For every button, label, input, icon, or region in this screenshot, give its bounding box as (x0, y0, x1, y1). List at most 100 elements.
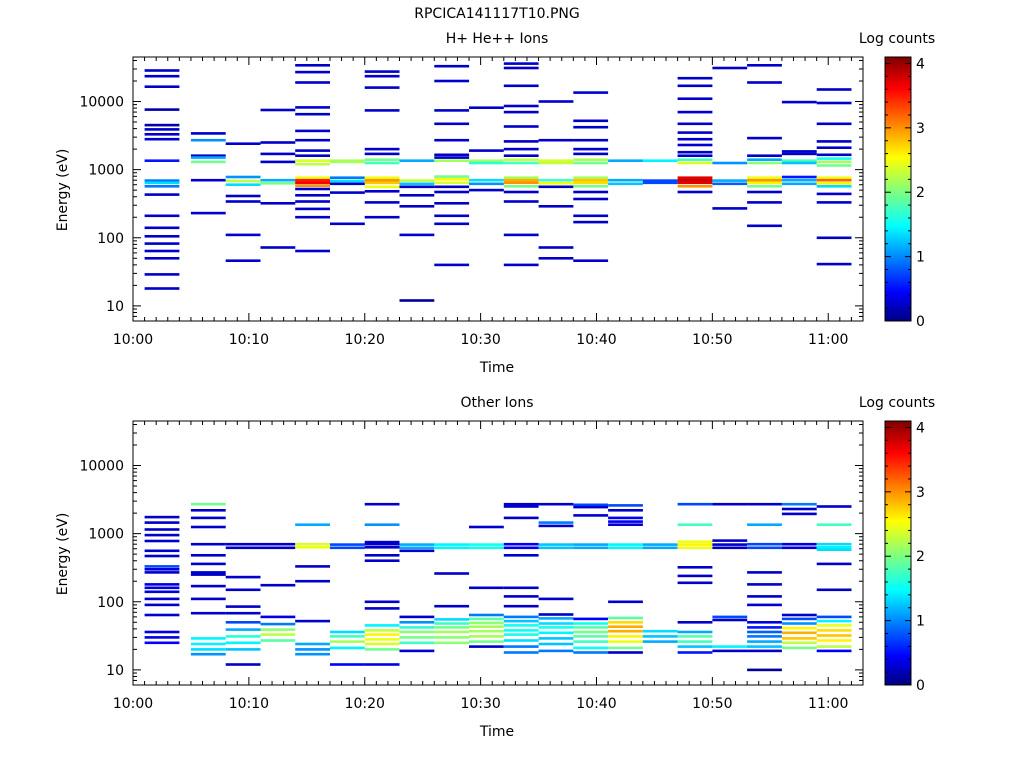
heatmap-cell (781, 512, 817, 516)
colorbar-tick-label: 0 (916, 678, 925, 694)
heatmap-cell (144, 181, 180, 185)
heatmap-cell (295, 619, 330, 623)
heatmap-cell (364, 109, 400, 112)
heatmap-cell (469, 149, 504, 152)
heatmap-cell (434, 604, 470, 608)
heatmap-cell (399, 549, 435, 553)
heatmap-cell (816, 201, 852, 204)
heatmap-cell (781, 542, 817, 546)
heatmap-cell (144, 641, 180, 645)
heatmap-cell (330, 182, 365, 186)
heatmap-cell (573, 138, 609, 142)
colorbar: Log counts 0 1 2 3 4 (859, 31, 935, 330)
y-tick-label: 10000 (79, 459, 124, 475)
heatmap-cell (144, 85, 180, 88)
heatmap-cell (144, 287, 180, 290)
heatmap-cell (573, 640, 609, 643)
heatmap-cell (712, 618, 748, 622)
heatmap-cells (144, 62, 852, 302)
heatmap-cell (816, 588, 852, 592)
heatmap-cell (816, 645, 852, 648)
heatmap-cell (434, 222, 470, 226)
heatmap-cell (469, 159, 504, 162)
heatmap-cell (364, 546, 400, 549)
heatmap-cell (434, 153, 470, 157)
heatmap-cell (538, 637, 574, 640)
heatmap-cell (642, 640, 678, 643)
heatmap-cell (434, 159, 470, 162)
heatmap-cell (677, 546, 713, 550)
x-tick-label: 10:10 (229, 332, 269, 348)
heatmap-cell (747, 603, 782, 607)
heatmap-cell (260, 546, 296, 550)
heatmap-cell (503, 176, 539, 179)
heatmap-cell (816, 562, 852, 566)
heatmap-cell (225, 648, 261, 651)
heatmap-cell (816, 619, 852, 623)
heatmap-cell (364, 540, 400, 544)
heatmap-cell (144, 226, 180, 230)
heatmap-cell (677, 131, 713, 134)
heatmap-cell (747, 630, 782, 634)
heatmap-cell (295, 129, 330, 133)
heatmap-cell (573, 185, 609, 188)
heatmap-cell (469, 525, 504, 529)
heatmap-cell (712, 182, 748, 186)
heatmap-cell (816, 153, 852, 157)
heatmap-cell (364, 190, 400, 193)
heatmap-cell (295, 81, 330, 84)
heatmap-cell (295, 652, 330, 656)
heatmap-cell (538, 649, 574, 653)
heatmap-cell (295, 106, 330, 109)
heatmap-cell (295, 159, 330, 162)
heatmap-cell (469, 182, 504, 186)
heatmap-cell (503, 615, 539, 619)
heatmap-cell (364, 161, 400, 165)
heatmap-cell (434, 79, 470, 83)
heatmap-cell (144, 185, 180, 188)
y-tick-label: 10 (106, 663, 124, 679)
heatmap-cell (677, 502, 713, 506)
heatmap-cell (677, 185, 713, 188)
heatmap-cell (608, 516, 643, 520)
heatmap-cell (260, 615, 296, 619)
heatmap-cell (469, 178, 504, 182)
heatmap-cell (434, 181, 470, 185)
heatmap-cell (608, 182, 643, 186)
heatmap-cell (399, 546, 435, 550)
heatmap-cell (573, 91, 609, 94)
heatmap-cell (503, 190, 539, 194)
heatmap-cell (434, 622, 470, 625)
heatmap-cell (144, 69, 180, 72)
heatmap-cell (469, 625, 504, 628)
y-axis-label: Energy (eV) (55, 513, 71, 596)
heatmap-cell (260, 108, 296, 112)
heatmap-cell (190, 584, 226, 588)
heatmap-cell (469, 161, 504, 165)
heatmap-cell (144, 521, 180, 524)
heatmap-cell (816, 146, 852, 149)
heatmap-cell (781, 631, 817, 635)
heatmap-cell (399, 626, 435, 629)
heatmap-cell (399, 182, 435, 186)
x-axis-label: Time (479, 360, 514, 376)
heatmap-cell (295, 149, 330, 152)
y-tick-label: 10000 (79, 95, 124, 111)
heatmap-cell (608, 629, 643, 633)
colorbar-tick-label: 1 (916, 250, 925, 266)
heatmap-cell (190, 652, 226, 656)
heatmap-cell (608, 621, 643, 624)
heatmap-cell (144, 533, 180, 537)
heatmap-cell (399, 159, 435, 162)
heatmap-cell (503, 546, 539, 550)
heatmap-cell (608, 625, 643, 628)
heatmap-cell (469, 621, 504, 625)
heatmap-cell (608, 520, 643, 523)
heatmap-cell (747, 81, 782, 84)
heatmap-cell (503, 158, 539, 161)
heatmap-cell (781, 507, 817, 511)
heatmap-cell (364, 542, 400, 546)
heatmap-cell (712, 543, 748, 546)
heatmap-cell (503, 586, 539, 590)
heatmap-cell (573, 161, 609, 165)
